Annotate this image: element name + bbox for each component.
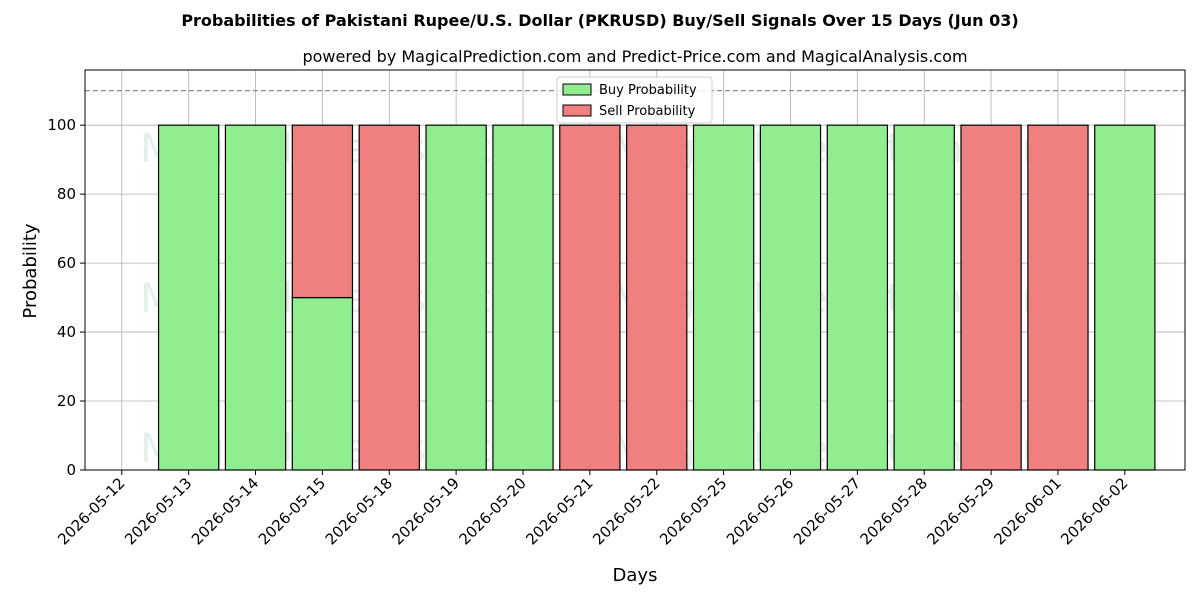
x-tick-label: 2026-05-27 <box>790 474 864 548</box>
buy-bar-2026-05-14 <box>224 124 287 471</box>
x-tick-label: 2026-05-26 <box>723 474 797 548</box>
buy-bar-2026-05-20 <box>492 124 554 471</box>
y-tick-label: 20 <box>57 392 76 410</box>
x-tick-label: 2026-05-14 <box>188 474 262 548</box>
bar-layer <box>157 124 1156 471</box>
x-tick-label: 2026-06-01 <box>990 474 1064 548</box>
x-tick-label: 2026-05-12 <box>54 474 128 548</box>
x-tick-label: 2026-05-19 <box>389 474 463 548</box>
buy-bar-2026-05-13 <box>157 124 220 471</box>
y-tick-label: 40 <box>57 323 76 341</box>
buy-bar-2026-05-19 <box>425 124 487 471</box>
sell-bar-2026-05-15 <box>291 124 354 299</box>
x-tick-label: 2026-05-18 <box>322 474 396 548</box>
legend-label: Buy Probability <box>599 83 697 98</box>
y-tick-label: 0 <box>66 461 76 479</box>
x-tick-label: 2026-06-02 <box>1057 474 1131 548</box>
legend: Buy Probability Sell Probability <box>556 76 713 124</box>
sell-bar-2026-05-21 <box>559 124 621 471</box>
buy-bar-2026-05-15 <box>291 296 354 471</box>
y-tick-label: 80 <box>57 185 76 203</box>
y-tick-label: 100 <box>47 116 76 134</box>
buy-bar-2026-06-02 <box>1094 124 1156 471</box>
x-tick-label: 2026-05-20 <box>455 474 529 548</box>
x-tick-label: 2026-05-25 <box>656 474 730 548</box>
buy-bar-2026-05-26 <box>759 124 822 471</box>
plot-frame <box>84 69 1186 471</box>
sell-bar-2026-05-29 <box>960 124 1022 471</box>
sell-bar-2026-05-18 <box>358 124 420 471</box>
sell-bar-2026-05-22 <box>626 124 688 471</box>
y-axis-label: Probability <box>20 223 41 318</box>
x-tick-label: 2026-05-28 <box>857 474 931 548</box>
chart-title: Probabilities of Pakistani Rupee/U.S. Do… <box>181 11 1018 30</box>
chart-subtitle: powered by MagicalPrediction.com and Pre… <box>302 47 967 66</box>
sell-bar-2026-06-01 <box>1027 124 1089 471</box>
legend-swatch <box>562 83 592 96</box>
buy-bar-2026-05-25 <box>692 124 755 471</box>
x-tick-label: 2026-05-13 <box>121 474 195 548</box>
legend-box <box>556 76 713 124</box>
buy-bar-2026-05-27 <box>826 124 889 471</box>
x-tick-label: 2026-05-29 <box>924 474 998 548</box>
legend-label: Sell Probability <box>599 104 696 119</box>
x-tick-label: 2026-05-22 <box>589 474 663 548</box>
legend-swatch <box>562 104 592 117</box>
y-tick-label: 60 <box>57 254 76 272</box>
x-tick-label: 2026-05-15 <box>255 474 329 548</box>
buy-bar-2026-05-28 <box>893 124 955 471</box>
x-tick-label: 2026-05-21 <box>522 474 596 548</box>
x-axis-label: Days <box>613 565 658 586</box>
